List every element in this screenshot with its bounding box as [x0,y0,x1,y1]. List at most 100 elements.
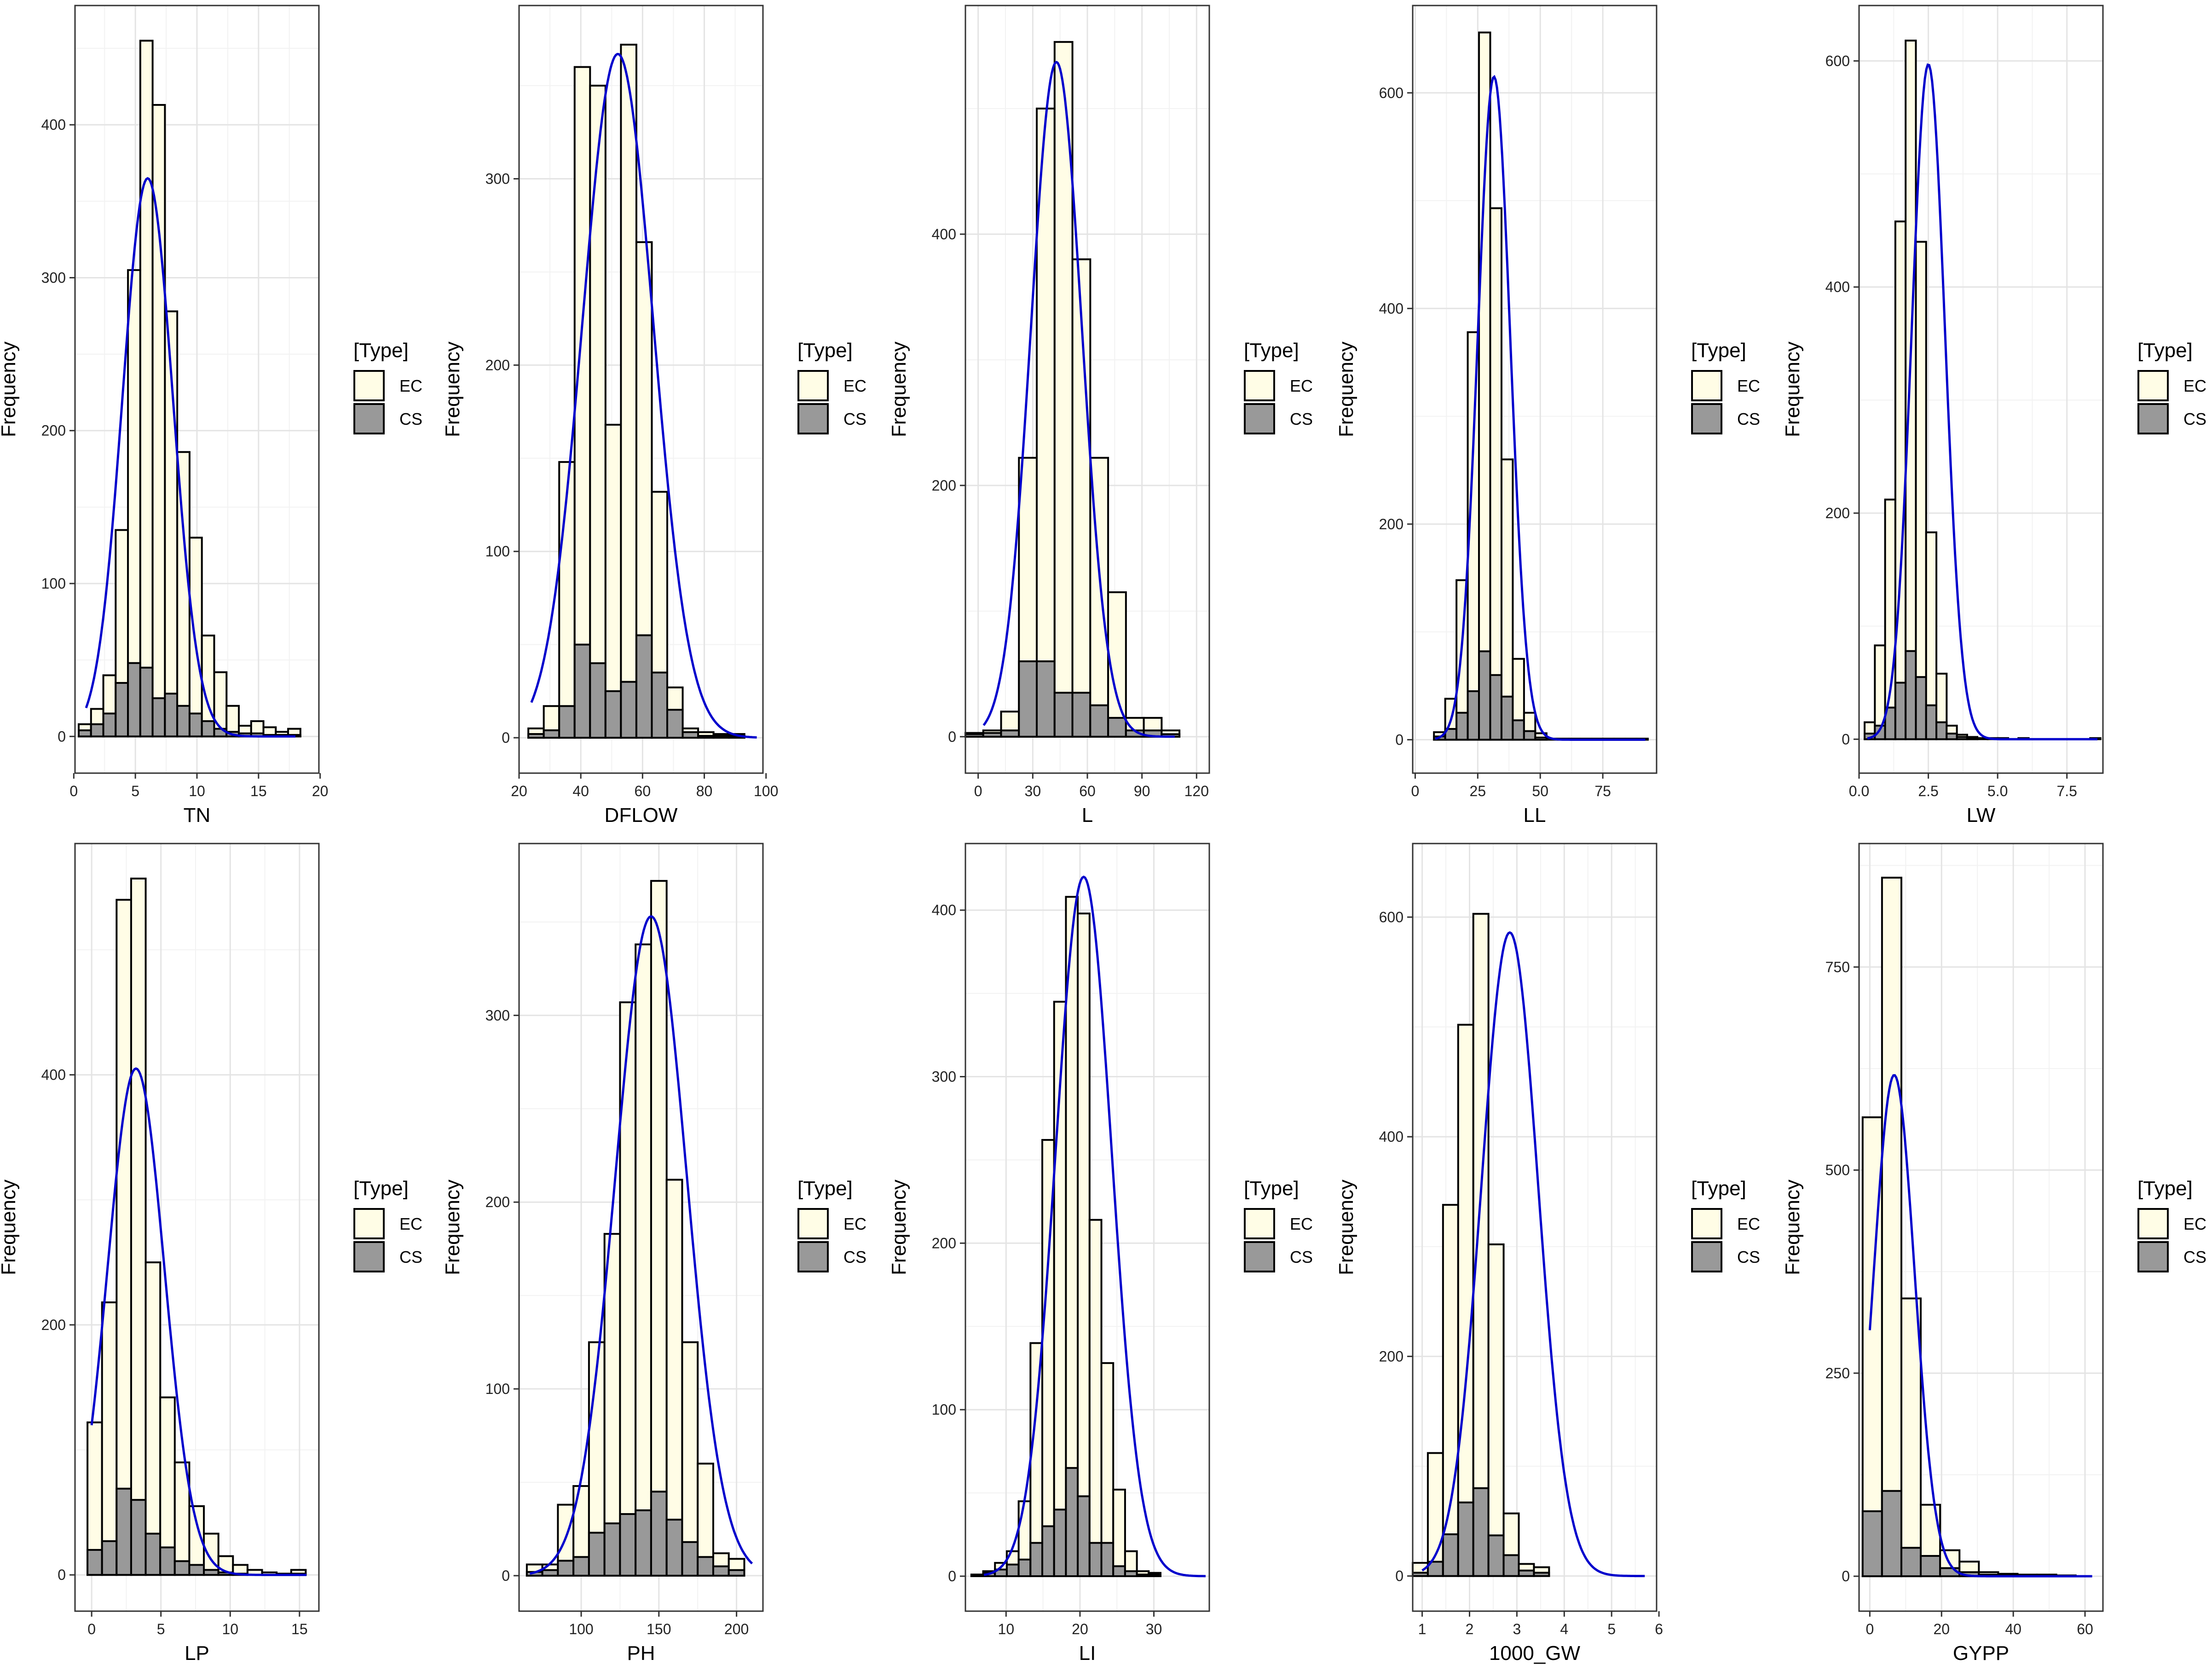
x-tick-label: 4 [1560,1621,1568,1637]
bar-cs [1523,730,1536,741]
legend-key-ec [797,370,829,401]
panel-border [1858,843,2104,1612]
bar-cs [1512,719,1525,741]
y-tick-label: 200 [41,1317,66,1333]
y-tick-label: 300 [41,269,66,286]
density-curve [1435,75,1646,741]
y-axis-title: Frequency [1781,341,1804,437]
y-tick-label: 400 [41,116,66,133]
x-tick-label: 90 [1134,783,1150,799]
bar-ec [1881,877,1902,1578]
bar-cs [203,1569,219,1576]
x-tick-label: 25 [1470,783,1486,799]
y-tick-label: 250 [1825,1365,1850,1382]
bar-ec [1478,31,1491,741]
bar-cs [144,1532,162,1576]
legend-label-ec: EC [1737,376,1760,395]
bar-cs [164,693,179,738]
bar-cs [728,1569,745,1577]
bar-cs [588,1532,606,1577]
legend-title: [Type] [1244,339,1299,362]
y-tick-label: 400 [1825,279,1850,295]
bar-ec [650,880,668,1577]
histogram-panel-3: 0 200 400 0 30 60 90 120 L Frequency [Type] EC CS [888,5,1313,827]
x-axis-title: LL [1524,804,1546,827]
x-tick-label: 10 [222,1621,238,1637]
bar-cs [1124,1570,1138,1578]
legend-label-cs: CS [2183,1248,2206,1266]
bar-cs [1478,650,1491,741]
legend-key-cs [1691,403,1722,434]
y-tick-label: 0 [1395,1568,1403,1584]
panel-border [74,843,320,1612]
legend-title: [Type] [353,339,409,362]
x-tick-label: 1 [1418,1621,1427,1637]
legend: [Type] EC CS [353,339,422,434]
bar-cs [665,1519,683,1577]
bar-ec [1029,1342,1044,1578]
x-tick-label: 2 [1466,1621,1474,1637]
x-tick-label: 40 [2005,1621,2021,1637]
bar-cs [1053,692,1074,738]
y-tick-label: 300 [485,1007,510,1023]
y-tick-label: 200 [485,1194,510,1210]
bar-cs [1000,729,1020,738]
legend-label-ec: EC [1290,376,1313,395]
bar-cs [1148,1573,1161,1578]
bar-ec [681,1341,699,1577]
histogram-panel-1: 0 100 200 300 400 0 5 10 15 20 TN Frequency [Type] EC… [0,5,422,827]
x-tick-label: 15 [291,1621,308,1637]
bar-cs [1534,736,1548,741]
bar-ec [619,1001,637,1577]
bar-cs [541,1569,559,1577]
legend-key-ec [353,1208,385,1239]
y-tick-label: 200 [1825,505,1850,521]
bar-cs [982,732,1002,738]
bar-ec [1894,220,1907,740]
legend-label-ec: EC [399,1214,422,1233]
bar-cs [201,720,215,738]
legend-label-cs: CS [1290,1248,1313,1266]
y-tick-label: 200 [932,1235,956,1251]
bar-cs [1041,1525,1055,1578]
bar-ec [116,899,132,1576]
x-tick-label: 0 [87,1621,96,1637]
bar-cs [188,1564,205,1576]
legend: [Type] EC CS [797,339,866,434]
bar-cs [1946,733,1958,740]
bar-ec [1487,1243,1505,1577]
bar-ec [589,85,606,739]
x-axis-title: 1000_GW [1489,1642,1581,1665]
x-tick-label: 5 [131,783,139,799]
y-axis-title: Frequency [888,341,910,437]
bar-cs [1861,1510,1883,1578]
bar-ec [176,451,191,738]
x-tick-label: 40 [572,783,589,799]
x-tick-label: 0 [974,783,982,799]
bar-cs [1455,711,1469,741]
y-axis-title: Frequency [1335,341,1357,437]
bar-cs [635,634,653,739]
bar-ec [1900,1297,1922,1578]
y-tick-label: 0 [1395,731,1403,748]
legend-label-ec: EC [843,1214,866,1233]
y-axis-title: Frequency [1335,1179,1357,1275]
y-axis-title: Frequency [441,1179,464,1275]
bar-ec [573,66,591,739]
bar-ec [1442,1204,1459,1577]
legend-title: [Type] [797,339,853,362]
bars [526,880,745,1577]
panel-border [1412,5,1658,774]
x-axis-title: LW [1967,804,1996,827]
x-axis-title: LI [1079,1642,1096,1665]
bar-cs [1136,1573,1150,1578]
legend-label-cs: CS [1737,1248,1760,1266]
density-curve [1868,1074,2092,1578]
panel-border [518,5,764,774]
legend-label-ec: EC [1290,1214,1313,1233]
bar-cs [1089,704,1109,738]
legend-key-cs [1691,1241,1722,1272]
bar-cs [620,681,637,739]
x-tick-label: 10 [189,783,205,799]
